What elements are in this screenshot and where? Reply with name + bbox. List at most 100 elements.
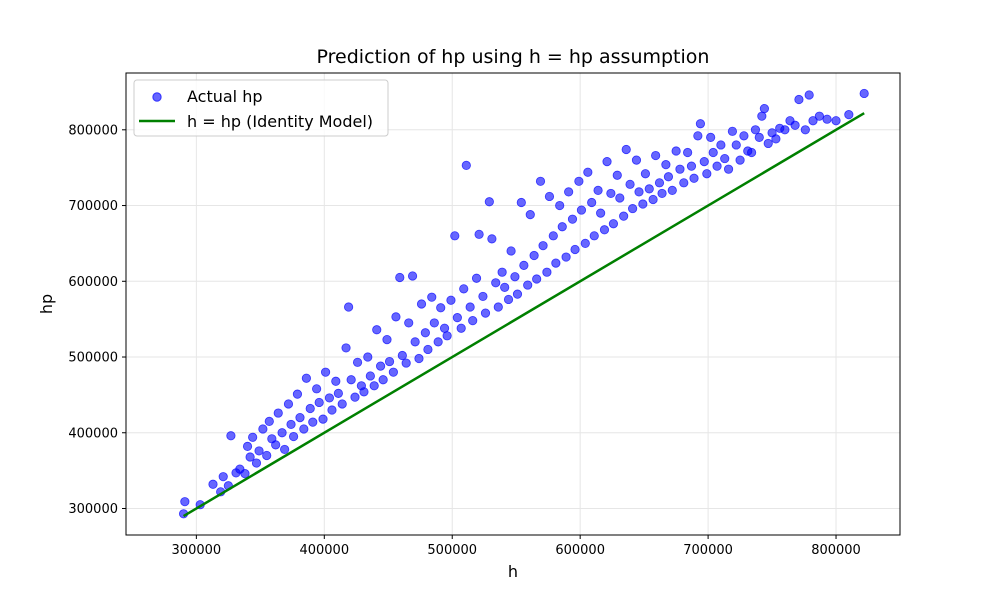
- data-point: [596, 208, 606, 218]
- data-point: [491, 278, 501, 288]
- data-point: [461, 160, 471, 170]
- data-point: [712, 161, 722, 171]
- data-point: [478, 291, 488, 302]
- x-ticks: 300000 400000 500000 600000 700000 800000: [172, 535, 861, 558]
- data-point: [699, 157, 709, 167]
- data-point: [254, 446, 264, 456]
- data-point: [506, 246, 516, 256]
- data-point: [544, 191, 555, 202]
- data-point: [804, 90, 814, 100]
- data-point: [695, 119, 706, 129]
- data-point: [414, 353, 424, 364]
- data-point: [240, 469, 250, 479]
- data-point: [754, 132, 764, 142]
- data-point: [814, 111, 825, 121]
- data-point: [288, 431, 299, 442]
- data-point: [375, 361, 386, 371]
- data-point: [708, 147, 718, 158]
- y-tick-label: 500000: [68, 351, 118, 366]
- data-point: [450, 231, 460, 241]
- data-point: [574, 176, 584, 186]
- data-point: [525, 210, 535, 220]
- data-point: [344, 302, 354, 312]
- data-point: [446, 295, 456, 305]
- y-ticks: 300000 400000 500000 600000 700000 800000: [68, 123, 126, 517]
- data-point: [226, 431, 236, 441]
- data-point: [631, 155, 642, 165]
- y-tick-label: 800000: [68, 123, 118, 138]
- data-point: [487, 234, 497, 244]
- data-point: [484, 197, 494, 207]
- data-point: [593, 185, 603, 195]
- data-point: [242, 441, 253, 451]
- x-tick-label: 400000: [299, 543, 349, 558]
- data-point: [686, 161, 697, 171]
- data-point: [615, 193, 625, 203]
- data-point: [318, 414, 328, 424]
- data-point: [407, 271, 418, 281]
- data-point: [286, 419, 296, 430]
- legend: Actual hp h = hp (Identity Model): [133, 79, 389, 137]
- data-point: [420, 328, 430, 338]
- data-point: [465, 302, 475, 312]
- data-point: [516, 197, 526, 208]
- data-point: [780, 125, 790, 135]
- data-point: [245, 452, 255, 462]
- data-point: [471, 273, 482, 283]
- data-point: [628, 203, 638, 214]
- x-tick-label: 500000: [427, 543, 477, 558]
- data-point: [746, 147, 757, 158]
- data-point: [295, 413, 305, 423]
- data-point: [391, 312, 401, 322]
- data-point: [442, 331, 452, 341]
- data-point: [452, 313, 462, 323]
- data-point: [277, 428, 287, 438]
- data-point: [512, 289, 523, 299]
- data-point: [731, 140, 741, 150]
- legend-label-actual-hp: Actual hp: [187, 87, 263, 106]
- data-point: [567, 214, 578, 224]
- data-point: [378, 375, 388, 385]
- data-point: [794, 94, 804, 105]
- data-point: [251, 458, 262, 468]
- legend-marker-actual-hp: [152, 92, 162, 102]
- data-point: [429, 318, 439, 328]
- data-point: [557, 222, 567, 232]
- data-point: [727, 126, 738, 136]
- data-point: [612, 170, 622, 180]
- data-point: [264, 416, 274, 426]
- data-point: [439, 323, 450, 333]
- y-axis-title: hp: [37, 294, 56, 314]
- data-point: [248, 432, 258, 442]
- data-point: [529, 250, 539, 261]
- chart-title: Prediction of hp using h = hp assumption: [317, 46, 710, 68]
- data-point: [346, 375, 356, 385]
- data-point: [308, 417, 318, 427]
- data-point: [320, 367, 331, 377]
- data-point: [301, 373, 311, 383]
- data-point: [651, 150, 661, 161]
- data-point: [750, 125, 761, 135]
- data-point: [535, 176, 546, 186]
- data-point: [410, 337, 420, 347]
- data-point: [657, 188, 667, 199]
- data-point: [218, 472, 228, 482]
- data-point: [693, 131, 703, 141]
- data-point: [619, 211, 629, 221]
- legend-label-identity-model: h = hp (Identity Model): [187, 112, 373, 131]
- data-point: [608, 219, 619, 229]
- data-point: [436, 303, 446, 313]
- data-point: [258, 424, 268, 434]
- data-point: [305, 403, 315, 414]
- data-point: [683, 147, 693, 158]
- data-point: [551, 258, 561, 268]
- data-point: [654, 178, 665, 188]
- data-point: [382, 334, 392, 345]
- data-point: [523, 280, 533, 290]
- data-point: [638, 199, 648, 209]
- data-point: [790, 120, 800, 130]
- data-point: [634, 187, 644, 197]
- data-point: [416, 299, 427, 309]
- data-point: [859, 88, 869, 99]
- data-point: [350, 392, 360, 402]
